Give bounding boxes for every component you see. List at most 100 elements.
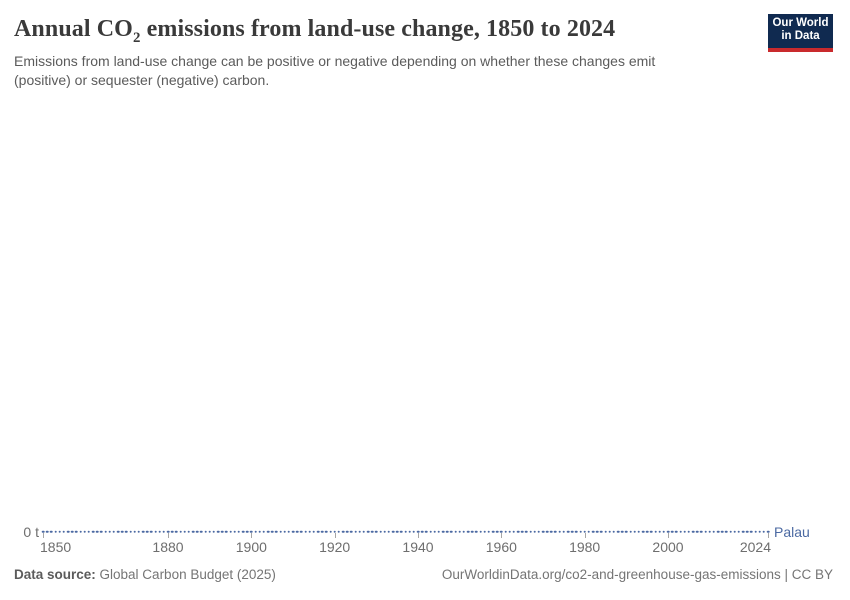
page-title: Annual CO2 emissions from land-use chang… — [14, 15, 615, 46]
data-point-dot — [220, 530, 224, 533]
data-point-dot — [270, 530, 274, 533]
data-point-dot — [554, 530, 557, 533]
data-point-dot — [525, 530, 528, 533]
data-point-dot — [50, 530, 53, 533]
data-point-dot — [175, 530, 178, 533]
title-text: Annual CO — [14, 16, 133, 42]
data-point-dot — [750, 530, 753, 533]
data-point-dot — [341, 530, 345, 533]
data-point-dot — [237, 530, 241, 533]
x-axis-label: 1850 — [40, 539, 72, 555]
data-point-dot — [737, 530, 741, 533]
data-point-dot — [83, 530, 86, 533]
data-point-dot — [458, 530, 461, 533]
data-point-dot — [262, 530, 266, 533]
data-point-dot — [75, 530, 78, 533]
data-point-dot — [662, 530, 666, 533]
data-point-dot — [375, 530, 378, 533]
title-subscript: 2 — [132, 29, 141, 46]
data-point-dot — [229, 530, 232, 533]
data-point-dot — [70, 530, 74, 533]
data-point-dot — [566, 530, 570, 533]
x-axis-label: 1880 — [152, 539, 184, 555]
data-point-dot — [395, 530, 399, 533]
data-point-dot — [233, 530, 236, 533]
data-point-dot — [579, 530, 582, 533]
data-point-dot — [79, 530, 82, 533]
data-point-dot — [275, 530, 278, 533]
data-point-dot — [258, 530, 261, 533]
data-point-dot — [291, 530, 295, 533]
data-point-dot — [658, 530, 661, 533]
data-point-dot — [279, 530, 282, 533]
data-point-dot — [308, 530, 311, 533]
data-point-dot — [366, 530, 370, 533]
data-point-dot — [433, 530, 436, 533]
data-point-dot — [612, 530, 616, 533]
data-point-dot — [166, 530, 170, 533]
data-point-dot — [675, 530, 678, 533]
data-point-dot — [58, 530, 61, 533]
y-axis-zero-label: 0 t — [23, 524, 39, 540]
data-point-dot — [195, 530, 199, 533]
data-point-dot — [720, 530, 724, 533]
data-point-dot — [170, 530, 174, 533]
x-axis-tick — [584, 533, 586, 538]
data-point-dot — [562, 530, 566, 533]
data-point-dot — [329, 530, 332, 533]
data-point-dot — [141, 530, 145, 533]
data-point-dot — [683, 530, 686, 533]
data-point-dot — [645, 530, 649, 533]
data-point-dot — [625, 530, 628, 533]
data-point-dot — [704, 530, 707, 533]
data-point-dot — [416, 530, 420, 533]
data-point-dot — [633, 530, 636, 533]
data-point-dot — [529, 530, 532, 533]
data-point-dot — [550, 530, 553, 533]
data-point-dot — [483, 530, 486, 533]
data-point-dot — [337, 530, 341, 533]
data-point-dot — [95, 530, 99, 533]
data-point-dot — [587, 530, 591, 533]
x-axis-tick — [251, 533, 253, 538]
data-point-dot — [616, 530, 620, 533]
data-point-dot — [725, 530, 728, 533]
x-axis-tick — [501, 533, 503, 538]
data-point-dot — [400, 530, 403, 533]
x-axis-tick — [418, 533, 419, 538]
data-point-dot — [508, 530, 511, 533]
data-point-dot — [641, 530, 645, 533]
data-point-dot — [445, 530, 449, 533]
data-point-dot — [120, 530, 124, 533]
data-point-dot — [408, 530, 411, 533]
data-point-dot — [500, 530, 503, 533]
data-point-dot — [558, 530, 561, 533]
data-point-dot — [358, 530, 361, 533]
data-point-dot — [266, 530, 270, 533]
data-point-dot — [570, 530, 574, 533]
data-point-dot — [637, 530, 641, 533]
data-point-dot — [66, 530, 70, 533]
x-axis-tick — [668, 533, 669, 538]
x-axis-tick — [43, 533, 44, 538]
data-point-dot — [112, 530, 116, 533]
data-point-dot — [754, 530, 757, 533]
series-label-palau: Palau — [774, 524, 810, 540]
data-point-dot — [133, 530, 136, 533]
data-point-dot — [575, 530, 578, 533]
data-point-dot — [700, 530, 703, 533]
owid-logo-line1: Our World — [772, 17, 829, 29]
data-point-dot — [216, 530, 220, 533]
data-point-dot — [716, 530, 720, 533]
data-point-dot — [545, 530, 549, 533]
data-point-dot — [687, 530, 691, 533]
data-point-dot — [200, 530, 203, 533]
data-point-dot — [183, 530, 186, 533]
data-point-dot — [620, 530, 624, 533]
data-point-dot — [654, 530, 657, 533]
data-point-dot — [729, 530, 732, 533]
data-point-dot — [679, 530, 682, 533]
data-point-dot — [312, 530, 316, 533]
data-point-dot — [145, 530, 149, 533]
data-point-dot — [766, 530, 770, 533]
